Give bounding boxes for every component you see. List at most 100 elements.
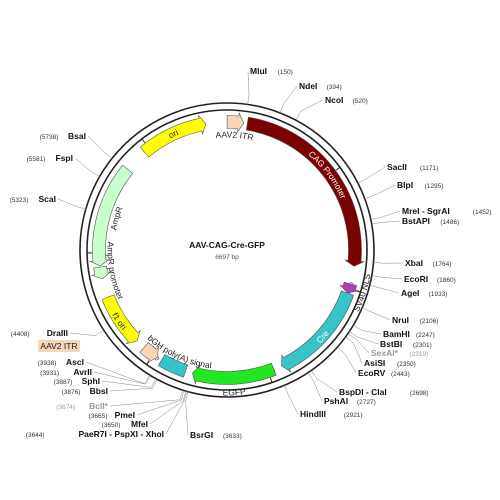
site-name: HindIII xyxy=(300,409,326,419)
site-fspi[interactable]: FspI (5581) xyxy=(27,153,73,163)
site-position: (2319) xyxy=(409,351,428,358)
site-name: BlpI xyxy=(397,180,413,190)
site-leader xyxy=(87,135,113,159)
site-bcli[interactable]: BclI* (3674) xyxy=(56,401,108,411)
site-blpi[interactable]: BlpI (1295) xyxy=(397,180,443,190)
site-pmei[interactable]: PmeI (3665) xyxy=(89,410,135,420)
site-bstapi[interactable]: BstAPI (1486) xyxy=(402,216,459,226)
site-name: BstBI xyxy=(380,339,402,349)
site-name: NcoI xyxy=(325,95,343,105)
site-xbai[interactable]: XbaI (1764) xyxy=(405,258,451,268)
site-position: (3931) xyxy=(40,370,59,377)
site-scai[interactable]: ScaI (5323) xyxy=(10,194,56,204)
feature-arrow[interactable] xyxy=(245,116,366,267)
site-name: XbaI xyxy=(405,258,423,268)
site-position: (2727) xyxy=(357,399,376,406)
feature-aav2-itr[interactable]: AAV2 ITR xyxy=(215,111,254,142)
site-leader xyxy=(307,372,323,402)
site-leader xyxy=(347,333,370,354)
site-sexai[interactable]: SexAI* (2319) xyxy=(371,348,428,358)
site-position: (2350) xyxy=(397,361,416,368)
site-paer7i-pspxi-xhoi[interactable]: PaeR7I - PspXI - XhoI (3644) xyxy=(26,429,164,439)
site-agei[interactable]: AgeI (1933) xyxy=(401,288,447,298)
site-name: PaeR7I - PspXI - XhoI xyxy=(79,429,165,439)
feature-label: AAV2 ITR xyxy=(215,129,254,142)
leader-layer xyxy=(57,70,404,436)
site-position: (150) xyxy=(278,69,293,76)
site-position: (3887) xyxy=(54,379,73,386)
feature-arrow[interactable] xyxy=(88,164,134,267)
site-leader xyxy=(337,346,357,374)
site-ecorv[interactable]: EcoRV (2443) xyxy=(358,368,410,378)
site-asci[interactable]: AscI (3938) xyxy=(38,357,84,367)
site-bstbi[interactable]: BstBI (2301) xyxy=(380,339,432,349)
site-position: (1452) xyxy=(473,209,492,216)
site-position: (2301) xyxy=(413,342,432,349)
site-bsrgi[interactable]: BsrGI (3633) xyxy=(190,430,242,440)
feature-arrow[interactable] xyxy=(90,265,112,280)
site-hindiii[interactable]: HindIII (2921) xyxy=(300,409,363,419)
site-leader xyxy=(57,198,86,210)
site-draiii[interactable]: DraIII (4408) xyxy=(11,328,68,338)
site-leader xyxy=(136,390,185,416)
feature-arrow[interactable] xyxy=(101,294,141,345)
feature-arrow[interactable] xyxy=(339,281,360,294)
site-sphi[interactable]: SphI (3887) xyxy=(54,376,100,386)
site-leader xyxy=(93,371,151,385)
site-leader xyxy=(357,166,386,184)
site-position: (5581) xyxy=(27,156,46,163)
feature-ori[interactable]: ori xyxy=(139,114,207,158)
site-nrui[interactable]: NruI (2106) xyxy=(392,315,438,325)
site-leader xyxy=(149,391,187,425)
site-name: BsaI xyxy=(68,131,86,141)
plasmid-title: AAV-CAG-Cre-GFP xyxy=(189,240,265,250)
site-sacii[interactable]: SacII (1171) xyxy=(387,162,438,172)
plasmid-size: 6697 bp xyxy=(215,254,239,261)
site-pshai[interactable]: PshAI (2727) xyxy=(324,396,376,406)
site-position: (2698) xyxy=(410,390,429,397)
feature-cre[interactable]: Cre xyxy=(281,290,355,373)
site-name: MfeI xyxy=(131,419,148,429)
site-leader xyxy=(74,157,100,177)
site-name: MreI - SgrAI xyxy=(402,206,450,216)
site-asisi[interactable]: AsiSI (2350) xyxy=(364,358,416,368)
feature-arrow[interactable] xyxy=(192,362,277,386)
site-name: AvrII xyxy=(73,367,92,377)
site-bsai[interactable]: BsaI (5738) xyxy=(40,131,86,141)
site-position: (1933) xyxy=(429,291,448,298)
site-leader xyxy=(109,379,158,392)
site-leader xyxy=(165,391,188,435)
site-name: SphI xyxy=(82,376,100,386)
site-name: PmeI xyxy=(115,410,135,420)
site-ndei[interactable]: NdeI (394) xyxy=(299,81,342,91)
feature-arrow[interactable] xyxy=(157,354,189,378)
site-position: (520) xyxy=(353,98,368,105)
site-leader xyxy=(362,307,391,321)
site-name: BclI* xyxy=(89,401,109,411)
site-name: AscI xyxy=(66,357,84,367)
site-name: SexAI* xyxy=(371,348,399,358)
tick-mark xyxy=(141,138,146,144)
site-ecori[interactable]: EcoRI (1860) xyxy=(404,274,456,284)
site-mfei[interactable]: MfeI (3650) xyxy=(102,419,148,429)
site-mrei-sgrai[interactable]: MreI - SgrAI (1452) xyxy=(402,206,492,216)
feature-arrow[interactable] xyxy=(226,111,245,134)
site-bbsi[interactable]: BbsI (3876) xyxy=(62,386,108,396)
site-position: (1486) xyxy=(440,219,459,226)
site-leader xyxy=(373,262,404,264)
site-mlui[interactable]: MluI (150) xyxy=(250,66,293,76)
feature-arrow[interactable] xyxy=(139,114,207,158)
feature-arrow[interactable] xyxy=(281,290,355,373)
site-ncoi[interactable]: NcoI (520) xyxy=(325,95,368,105)
site-bamhi[interactable]: BamHI (2247) xyxy=(383,329,435,339)
site-position: (3876) xyxy=(62,389,81,396)
feature-aav2-itr[interactable]: AAV2 ITR xyxy=(38,340,159,363)
feature-arrow[interactable] xyxy=(139,342,159,363)
site-name: ScaI xyxy=(39,194,57,204)
feature-egfp[interactable]: EGFP xyxy=(192,362,277,398)
site-leader xyxy=(370,210,401,220)
site-avrii[interactable]: AvrII (3931) xyxy=(40,367,92,377)
site-bspdi-clai[interactable]: BspDI - ClaI (2698) xyxy=(339,387,429,397)
feature-label: CAG Promoter xyxy=(307,149,349,200)
